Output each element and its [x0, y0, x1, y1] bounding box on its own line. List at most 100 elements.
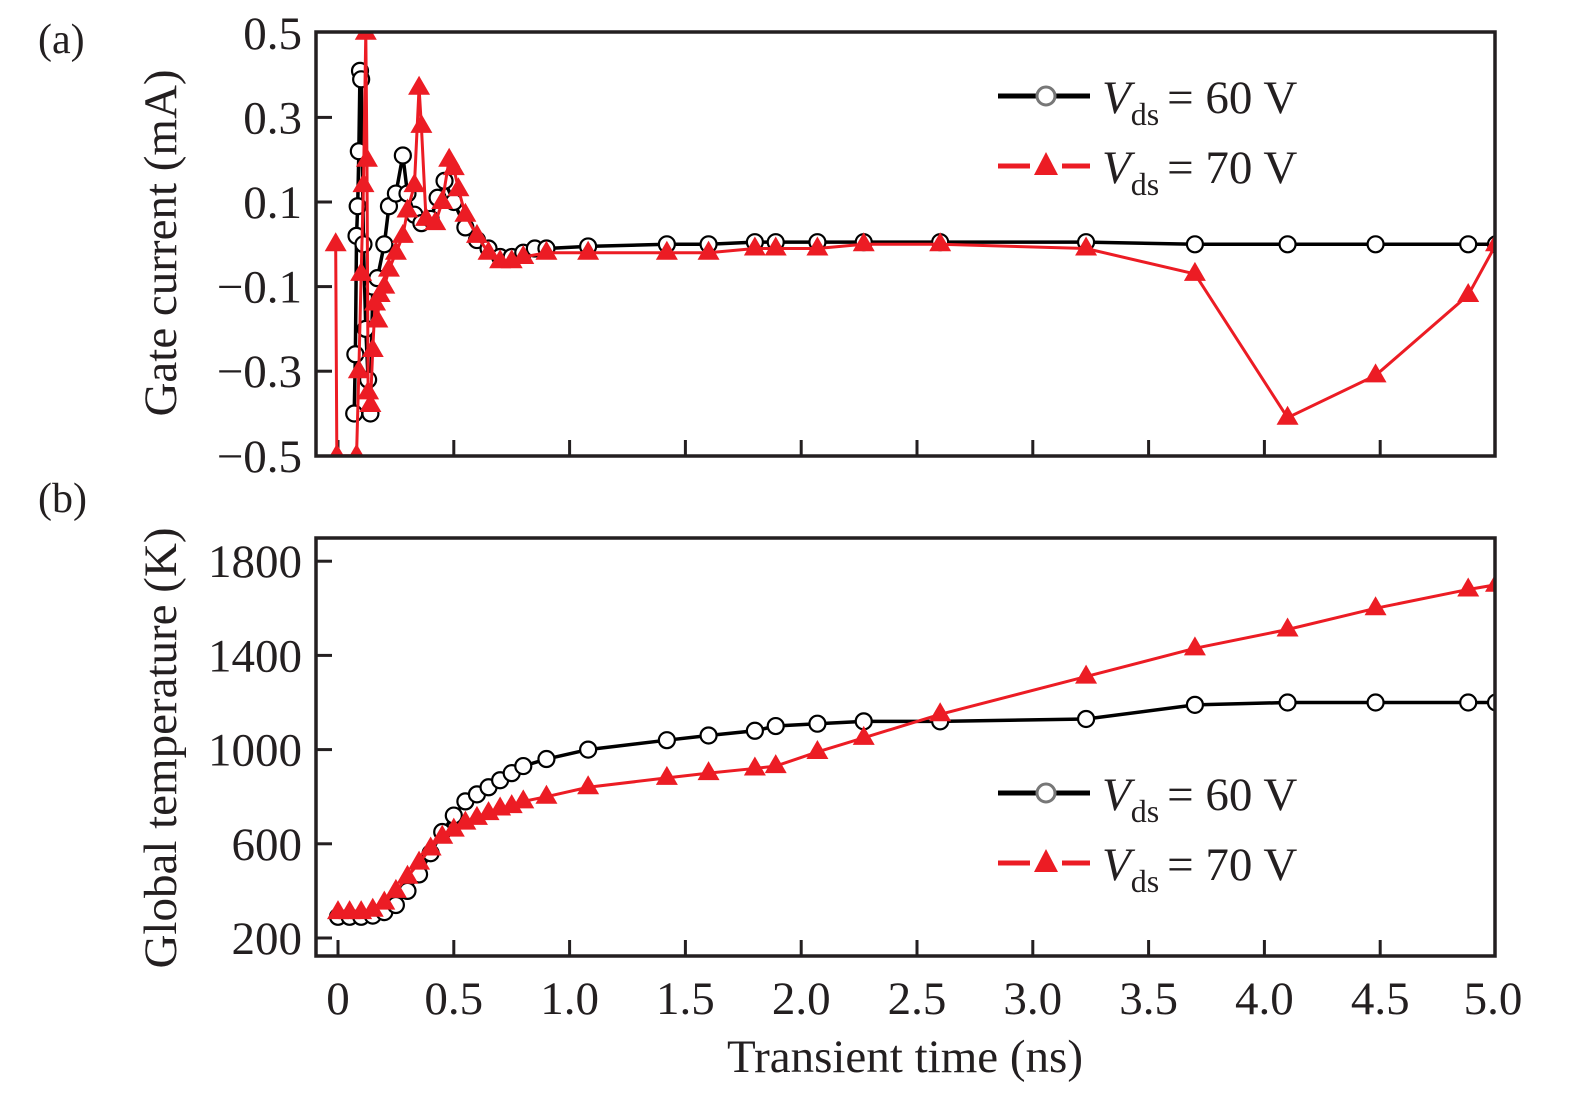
- data-point: [1185, 235, 1205, 254]
- legend-item: Vds = 70 V: [998, 142, 1297, 202]
- legend-triangle-marker: [1034, 152, 1058, 175]
- data-point: [357, 380, 380, 400]
- data-point: [324, 232, 347, 252]
- data-point: [1485, 234, 1495, 252]
- data-point: [929, 232, 952, 252]
- data-point: [1075, 664, 1098, 684]
- data-point: [354, 32, 377, 40]
- data-point: [396, 198, 419, 218]
- y-tick-label: 1000: [208, 725, 302, 777]
- y-tick-label: −0.3: [217, 346, 302, 398]
- data-point: [537, 749, 556, 769]
- legend-label: Vds = 70 V: [1102, 142, 1297, 202]
- data-point: [1459, 235, 1478, 254]
- series-line: [338, 583, 1495, 914]
- y-tick-label: −0.1: [217, 262, 302, 314]
- panel-b-global-temperature: Global temperature (K) 1800 1400 1000 600 20…: [135, 527, 1522, 1025]
- data-point: [408, 850, 431, 870]
- legend-item: Vds = 60 V: [998, 769, 1297, 829]
- data-point: [764, 236, 787, 256]
- x-tick-label: 0: [326, 973, 350, 1025]
- series-group-a: [324, 32, 1495, 456]
- data-point: [403, 173, 426, 193]
- data-point: [355, 147, 378, 167]
- y-tick-label: 600: [232, 819, 303, 871]
- data-point: [535, 240, 558, 260]
- data-point: [329, 443, 344, 456]
- series-vds-70v: [327, 574, 1495, 920]
- data-point: [657, 731, 676, 750]
- data-point: [424, 211, 447, 231]
- x-tick-label: 2.5: [888, 973, 947, 1025]
- data-point: [361, 338, 384, 358]
- data-point: [577, 775, 600, 795]
- y-tick-label: 0.3: [243, 92, 302, 144]
- legend-label: Vds = 60 V: [1102, 72, 1297, 132]
- data-point: [477, 240, 500, 260]
- x-axis-title: Transient time (ns): [727, 1031, 1083, 1083]
- data-point: [852, 232, 875, 252]
- x-tick-label: 5.0: [1464, 973, 1523, 1025]
- data-point: [1276, 617, 1299, 637]
- panel-a-gate-current: Gate current (mA) 0.50.30.1−0.1−0.3−0.5 …: [135, 8, 1497, 483]
- data-point: [419, 836, 442, 856]
- y-tick-label: −0.5: [217, 431, 302, 483]
- data-point: [352, 173, 375, 193]
- data-point: [442, 817, 465, 837]
- series-vds-60v: [345, 61, 1495, 423]
- x-tick-label: 4.5: [1351, 973, 1410, 1025]
- data-point: [347, 359, 370, 379]
- data-point: [806, 739, 829, 759]
- data-point: [1276, 405, 1299, 425]
- data-point: [1364, 363, 1387, 383]
- legend-label: Vds = 70 V: [1102, 839, 1297, 899]
- data-point: [393, 146, 412, 165]
- data-point: [431, 824, 454, 844]
- data-point: [512, 789, 535, 809]
- y-ticks-a: 0.5 0.3 0.1 −0.1 −0.3 −0.5: [217, 8, 332, 483]
- legend-label: Vds = 60 V: [1102, 769, 1297, 829]
- x-ticks-b: 0 0.5 1.0 1.5 2.0 2.5 3.0 3.5 4.0 4.5 5.0: [326, 940, 1522, 1025]
- data-point: [577, 240, 600, 260]
- data-point: [852, 725, 875, 745]
- series-vds-70v: [324, 32, 1495, 456]
- panel-label-b: (b): [38, 476, 87, 522]
- y-tick-label: 0.5: [243, 8, 302, 60]
- y-tick-label: 1400: [208, 630, 302, 682]
- data-point: [1076, 709, 1096, 729]
- y-tick-label: 1800: [208, 536, 302, 588]
- data-point: [1278, 235, 1297, 254]
- data-point: [743, 236, 766, 256]
- series-line: [352, 70, 1495, 414]
- data-point: [1183, 636, 1206, 656]
- data-point: [655, 240, 678, 260]
- data-point: [579, 740, 598, 759]
- x-tick-label: 4.0: [1235, 973, 1294, 1025]
- legend-circle-marker: [1035, 782, 1057, 804]
- data-point: [465, 223, 488, 243]
- data-point: [745, 721, 764, 740]
- y-ticks-b: 1800 1400 1000 600 200: [208, 536, 332, 965]
- legend-a: Vds = 60 V Vds = 70 V: [998, 72, 1297, 202]
- legend-circle-marker: [1035, 85, 1057, 107]
- data-point: [1278, 693, 1297, 712]
- data-point: [1364, 596, 1387, 616]
- x-tick-label: 1.5: [656, 973, 715, 1025]
- x-tick-label: 1.0: [540, 973, 599, 1025]
- data-point: [431, 190, 454, 209]
- data-point: [1457, 283, 1480, 303]
- y-axis-title-a: Gate current (mA): [135, 69, 187, 416]
- data-point: [349, 443, 364, 456]
- y-tick-label: 200: [232, 913, 303, 965]
- data-point: [1485, 574, 1495, 592]
- data-point: [454, 202, 477, 222]
- data-point: [1185, 695, 1205, 714]
- data-point: [384, 240, 407, 260]
- x-tick-label: 3.5: [1119, 973, 1178, 1025]
- data-point: [766, 716, 785, 736]
- legend-b: Vds = 60 V Vds = 70 V: [998, 769, 1297, 899]
- data-point: [447, 177, 470, 197]
- legend-item: Vds = 70 V: [998, 839, 1297, 899]
- y-tick-label: 0.1: [243, 177, 302, 229]
